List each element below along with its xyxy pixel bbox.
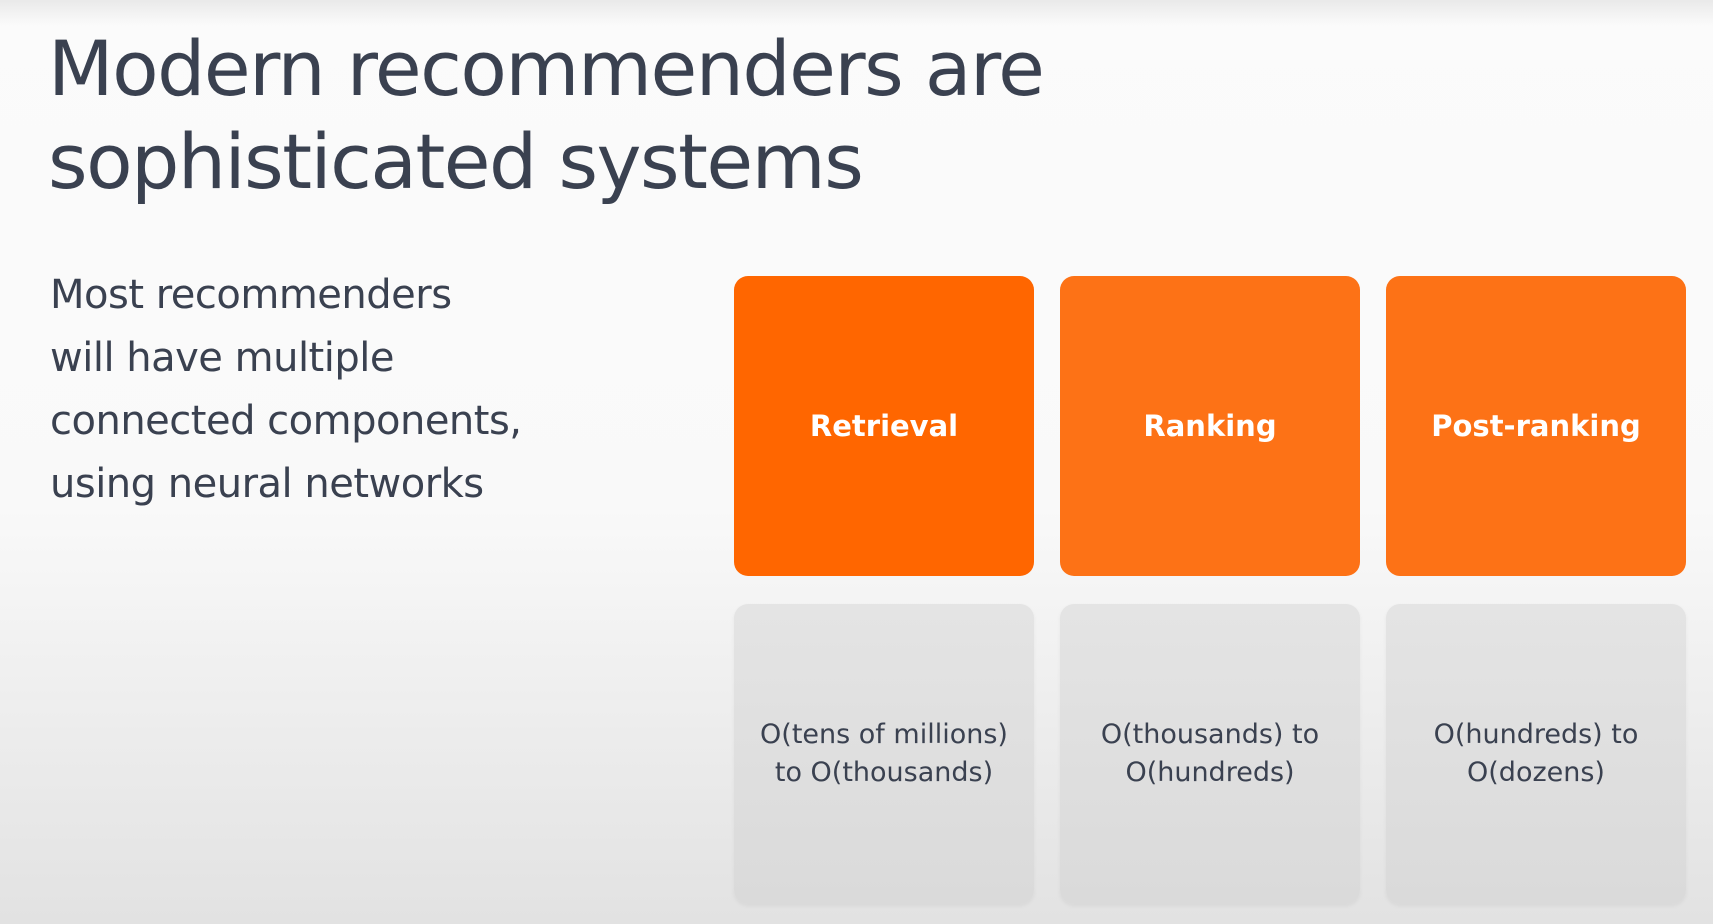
body-text-line-1: Most recommenders [50, 272, 452, 318]
slide-title: Modern recommenders are sophisticated sy… [48, 22, 1198, 208]
retrieval-scale-line-1: O(tens of millions) [760, 719, 1008, 750]
ranking-scale-text: O(thousands) to O(hundreds) [1101, 716, 1319, 792]
ranking-scale-box: O(thousands) to O(hundreds) [1060, 604, 1360, 904]
retrieval-stage-box: Retrieval [734, 276, 1034, 576]
ranking-stage-label: Ranking [1143, 409, 1277, 443]
post-ranking-stage-box: Post-ranking [1386, 276, 1686, 576]
retrieval-scale-line-2: to O(thousands) [774, 757, 994, 788]
top-shade [0, 0, 1713, 26]
post-ranking-scale-line-2: O(dozens) [1467, 757, 1605, 788]
post-ranking-scale-line-1: O(hundreds) to [1433, 719, 1639, 750]
post-ranking-stage-label: Post-ranking [1431, 409, 1641, 443]
post-ranking-scale-text: O(hundreds) to O(dozens) [1434, 716, 1639, 792]
body-text-line-3: connected components, [50, 398, 522, 444]
ranking-scale-line-1: O(thousands) to [1100, 719, 1320, 750]
ranking-scale-line-2: O(hundreds) [1125, 757, 1295, 788]
retrieval-stage-label: Retrieval [809, 409, 959, 443]
retrieval-scale-box: O(tens of millions) to O(thousands) [734, 604, 1034, 904]
body-text-line-2: will have multiple [50, 335, 394, 381]
slide-title-line-1: Modern recommenders are [48, 24, 1045, 113]
body-text: Most recommenders will have multiple con… [50, 264, 690, 516]
post-ranking-scale-box: O(hundreds) to O(dozens) [1386, 604, 1686, 904]
retrieval-scale-text: O(tens of millions) to O(thousands) [760, 716, 1008, 792]
body-text-line-4: using neural networks [50, 461, 484, 507]
ranking-stage-box: Ranking [1060, 276, 1360, 576]
slide-title-line-2: sophisticated systems [48, 117, 864, 206]
